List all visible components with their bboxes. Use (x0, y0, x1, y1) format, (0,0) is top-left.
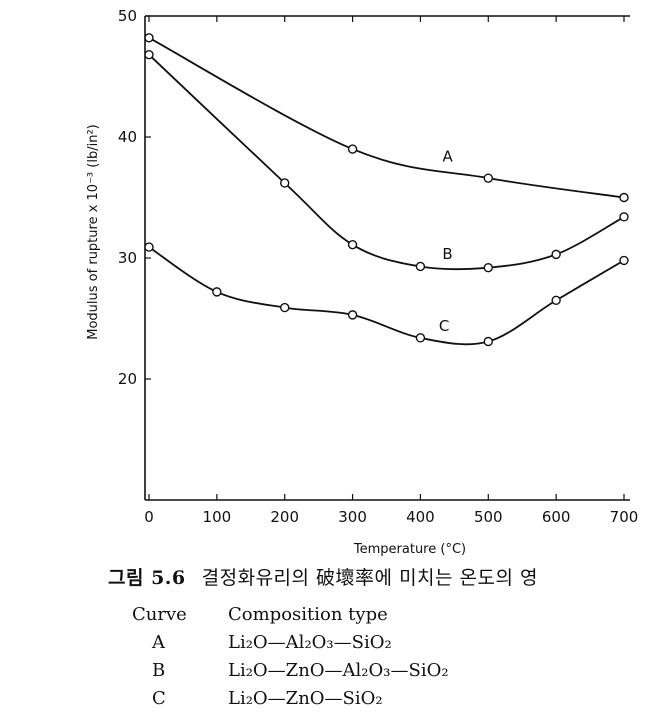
y-tick-label: 30 (118, 249, 137, 267)
data-point (347, 144, 358, 154)
y-tick-label: 20 (118, 370, 137, 388)
data-point (144, 50, 154, 60)
legend-composition: Li₂O—Al₂O₃—SiO₂ (228, 631, 392, 653)
figure-caption-text: 결정화유리의 破壞率에 미치는 온도의 영 (201, 567, 539, 589)
x-tick-label: 300 (338, 508, 367, 526)
data-point (551, 295, 561, 306)
legend-curve: B (152, 659, 166, 681)
legend-curve: A (152, 631, 165, 653)
legend-composition: Li₂O—ZnO—SiO₂ (228, 687, 383, 709)
data-point (280, 302, 290, 313)
data-point (144, 242, 154, 252)
legend-composition: Li₂O—ZnO—Al₂O₃—SiO₂ (228, 659, 449, 681)
data-point (483, 173, 493, 183)
data-point (415, 261, 426, 272)
figure-caption: 그림 5.6 결정화유리의 破壞率에 미치는 온도의 영 (108, 563, 538, 590)
data-point (347, 239, 358, 250)
x-tick-label: 100 (203, 508, 232, 526)
data-point (619, 192, 629, 203)
x-tick-label: 200 (270, 508, 299, 526)
legend-row: A Li₂O—Al₂O₃—SiO₂ (132, 628, 449, 656)
series-label: A (442, 147, 453, 165)
composition-legend: Curve Composition type A Li₂O—Al₂O₃—SiO₂… (132, 600, 449, 712)
x-tick-label: 700 (610, 508, 639, 526)
data-point (551, 249, 561, 260)
chart: 0 100 200 300 400 500 600 700 20 30 40 50 A B C Tempe… (86, 7, 638, 557)
y-axis-label: Modulus of rupture x 10⁻³ (lb/in²) (86, 124, 101, 339)
legend-header: Curve Composition type (132, 600, 449, 628)
series-label: B (442, 245, 452, 263)
data-point (415, 333, 426, 343)
y-tick-label: 40 (118, 128, 137, 146)
series-label: C (439, 317, 449, 335)
x-tick-label: 600 (542, 508, 571, 526)
data-point (144, 33, 154, 43)
legend-header-curve: Curve (132, 603, 187, 625)
series-line-a (148, 37, 625, 199)
legend-header-type: Composition type (228, 603, 388, 625)
series-line-c (148, 246, 625, 346)
data-point (212, 287, 222, 297)
legend-curve: C (152, 687, 166, 709)
data-point (280, 178, 290, 188)
x-tick-label: 400 (406, 508, 435, 526)
series-line-b (148, 54, 625, 271)
legend-row: B Li₂O—ZnO—Al₂O₃—SiO₂ (132, 656, 449, 684)
ticks: 0 100 200 300 400 500 600 700 20 30 40 50 (118, 7, 638, 526)
x-tick-label: 0 (144, 508, 154, 526)
data-point (347, 310, 358, 320)
series: A B C (144, 33, 629, 347)
data-point (619, 255, 629, 266)
legend-row: C Li₂O—ZnO—SiO₂ (132, 684, 449, 712)
x-axis-label: Temperature (°C) (353, 542, 466, 557)
y-tick-label: 50 (118, 7, 137, 25)
data-point (483, 336, 493, 347)
data-point (619, 212, 629, 222)
x-tick-label: 500 (474, 508, 503, 526)
figure-number: 그림 5.6 (108, 567, 186, 589)
data-point (483, 262, 493, 273)
